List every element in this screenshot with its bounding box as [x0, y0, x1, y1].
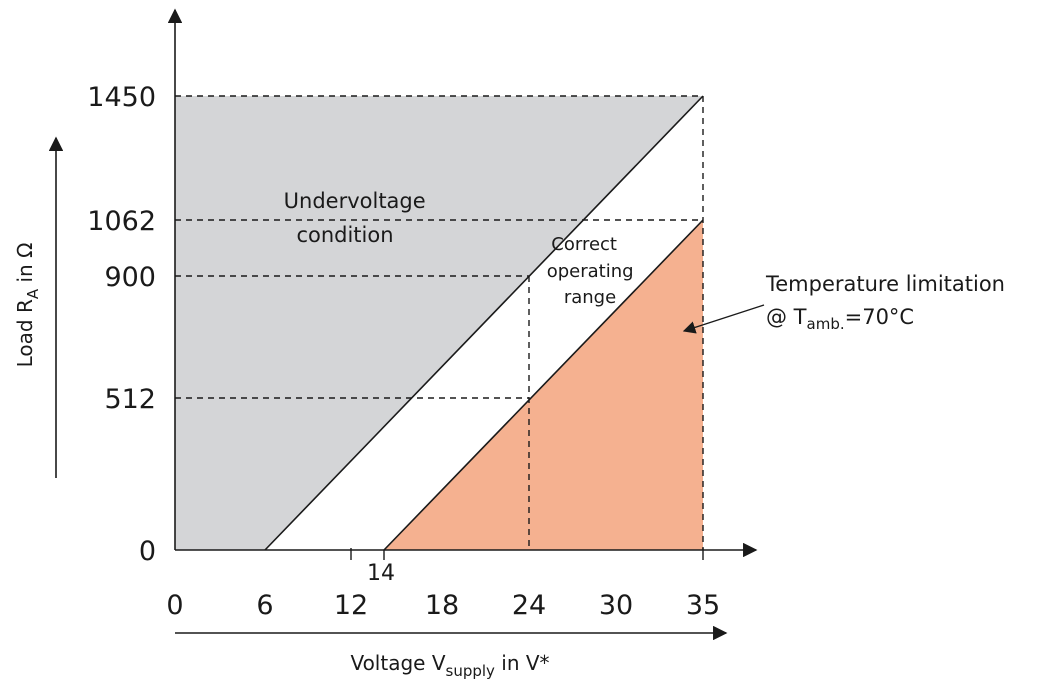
- x-tick-label-24: 24: [512, 590, 546, 621]
- y-tick-label-900: 900: [104, 262, 156, 293]
- y-tick-label-1062: 1062: [87, 206, 156, 237]
- x-tick-label-0: 0: [166, 590, 183, 621]
- y-tick-label-512: 512: [104, 384, 156, 415]
- x-tick-label-6: 6: [256, 590, 273, 621]
- x-tick-labels: 0 6 12 18 24 30 35: [166, 590, 720, 621]
- y-tick-label-0: 0: [139, 536, 156, 567]
- y-axis-title: Load RA in Ω: [13, 243, 42, 368]
- y-tick-labels: 0 512 900 1062 1450: [87, 82, 156, 567]
- x-tick-label-18: 18: [425, 590, 459, 621]
- x-tick-label-35: 35: [686, 590, 720, 621]
- temperature-annotation-line1: Temperature limitation: [765, 272, 1005, 296]
- x-tick-label-30: 30: [599, 590, 633, 621]
- x-extra-tick-label: 14: [367, 561, 395, 586]
- x-tick-label-12: 12: [334, 590, 368, 621]
- temperature-annotation-line2: @ Tamb.=70°C: [766, 305, 914, 333]
- correct-range-label: Correct operating range: [547, 234, 640, 308]
- x-axis-title: Voltage Vsupply in V*: [350, 651, 549, 680]
- y-tick-label-1450: 1450: [87, 82, 156, 113]
